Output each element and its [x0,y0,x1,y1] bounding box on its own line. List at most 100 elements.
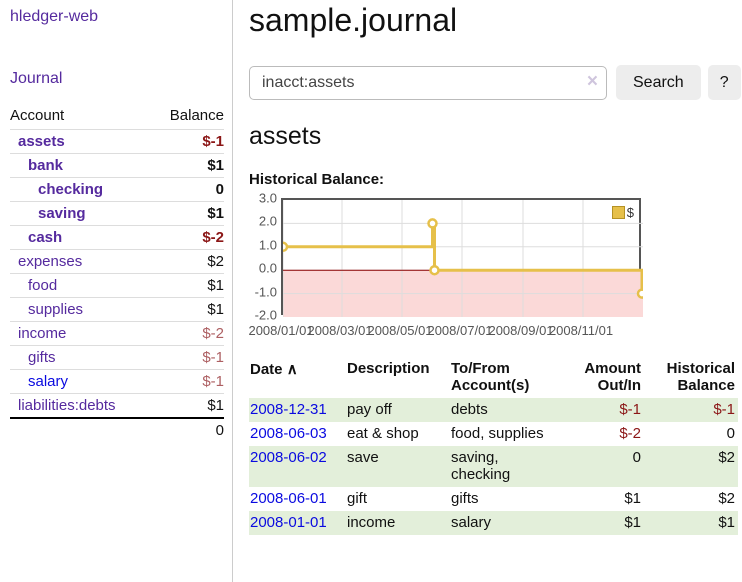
account-row: bank $1 [10,153,224,178]
col-balance: Historical Balance [666,360,735,394]
y-axis-tick-label: 2.0 [258,213,277,229]
sidebar-item-journal[interactable]: Journal [10,70,63,87]
transaction-row: 2008-06-01 gift gifts $1 $2 [249,487,738,511]
account-link[interactable]: gifts [28,349,56,366]
accounts-col-account: Account [10,107,65,124]
sort-ascending-icon: ∧ [286,361,298,378]
x-axis-tick-label: 2008/07/01 [427,323,493,338]
legend-label: $ [626,205,634,220]
account-row: liabilities:debts $1 [10,393,224,418]
account-link[interactable]: salary [28,373,69,390]
transaction-description: gift [347,490,368,507]
account-link[interactable]: expenses [18,253,83,270]
account-row: cash $-2 [10,225,224,250]
accounts-total-row: 0 [10,417,224,442]
page-title: sample.journal [249,2,458,38]
transaction-description: eat & shop [347,425,419,442]
transaction-row: 2008-06-02 save saving, checking 0 $2 [249,446,738,487]
chart-label: Historical Balance: [249,171,385,188]
main-content: sample.journal × Search ? assets Histori… [233,0,742,582]
legend-swatch-icon [611,206,625,219]
chart-canvas [283,200,643,317]
transaction-accounts: saving, checking [450,446,558,487]
account-balance: $-2 [151,321,224,346]
accounts-total-value: 0 [151,417,224,442]
y-axis-tick-label: 3.0 [258,190,277,206]
account-balance: $-1 [151,345,224,370]
transactions-table: Date ∧ Description To/From Account(s) Am… [249,358,738,535]
account-row: income $-2 [10,321,224,346]
x-axis-tick-label: 2008/09/01 [488,323,554,338]
transaction-balance: $1 [644,511,738,535]
account-balance: $1 [151,393,224,418]
x-axis-tick-label: 2008/05/01 [367,323,433,338]
account-heading: assets [249,122,322,150]
transaction-accounts: gifts [451,490,479,507]
transaction-accounts: food, supplies [451,425,544,442]
account-balance: $2 [151,249,224,274]
accounts-col-balance: Balance [169,107,224,124]
search-button[interactable]: Search [616,65,701,100]
search-bar: × Search ? [249,65,741,100]
account-link[interactable]: saving [38,205,86,222]
transaction-amount: $1 [558,511,644,535]
account-link[interactable]: cash [28,229,63,246]
account-balance: $-1 [151,369,224,394]
transaction-balance: $2 [644,446,738,487]
account-row: supplies $1 [10,297,224,322]
app-title-link[interactable]: hledger-web [10,8,99,25]
account-balance: $1 [151,273,224,298]
x-axis-tick-label: 2008/11/01 [548,323,614,338]
account-link[interactable]: supplies [28,301,84,318]
account-row: checking 0 [10,177,224,202]
account-row: gifts $-1 [10,345,224,370]
transaction-date-link[interactable]: 2008-06-02 [250,449,327,466]
y-axis-tick-label: 0.0 [258,260,277,276]
chart-legend: $ [611,205,634,220]
transaction-row: 2008-01-01 income salary $1 $1 [249,511,738,535]
account-link[interactable]: assets [18,133,65,150]
account-row: expenses $2 [10,249,224,274]
col-date[interactable]: Date ∧ [250,361,298,378]
account-link[interactable]: food [28,277,58,294]
transaction-accounts: debts [450,398,558,422]
transaction-description: pay off [346,398,450,422]
account-balance: $1 [151,297,224,322]
transaction-date-link[interactable]: 2008-06-03 [250,425,327,442]
transaction-date-link[interactable]: 2008-06-01 [250,490,327,507]
accounts-table: Account Balance assets $-1 bank $1 check… [10,104,224,442]
transaction-amount: $-2 [619,425,641,442]
account-link[interactable]: liabilities:debts [18,397,116,414]
y-axis-tick-label: -2.0 [254,307,277,323]
transaction-date-link[interactable]: 2008-01-01 [250,514,327,531]
transaction-balance: $-1 [644,398,738,422]
account-link[interactable]: income [18,325,67,342]
account-balance: $-1 [151,129,224,154]
y-axis-tick-label: 1.0 [258,237,277,253]
help-button[interactable]: ? [707,65,741,100]
account-balance: 0 [151,177,224,202]
historical-balance-chart: $ 3.0 2.0 1.0 0.0 -1.0 -2.0 2008/01/01 2008/03/… [248,190,653,342]
account-row: salary $-1 [10,369,224,394]
x-axis-tick-label: 2008/03/01 [307,323,373,338]
account-link[interactable]: bank [28,157,64,174]
transaction-date-link[interactable]: 2008-12-31 [250,401,327,418]
col-amount: Amount Out/In [584,360,641,394]
transaction-accounts: salary [450,511,558,535]
x-axis-tick-label: 2008/01/01 [248,323,314,338]
transaction-row: 2008-12-31 pay off debts $-1 $-1 [249,398,738,422]
account-balance: $-2 [151,225,224,250]
account-row: food $1 [10,273,224,298]
chart-plot-area: $ [281,198,643,317]
col-description: Description [347,360,430,377]
account-balance: $1 [151,153,224,178]
clear-search-icon[interactable]: × [586,70,598,92]
y-axis-tick-label: -1.0 [254,284,277,300]
transaction-balance: $2 [718,490,735,507]
account-row: assets $-1 [10,129,224,154]
search-input[interactable] [249,65,607,100]
account-link[interactable]: checking [38,181,104,198]
col-accounts: To/From Account(s) [451,360,530,394]
transaction-amount: $-1 [558,398,644,422]
